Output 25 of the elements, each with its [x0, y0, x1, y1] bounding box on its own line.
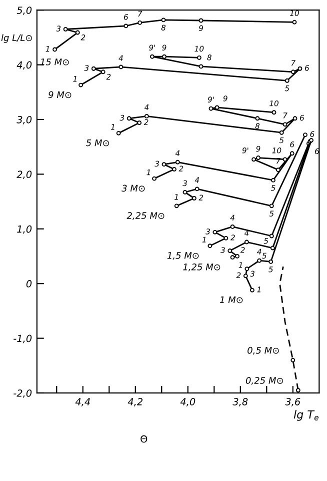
series-label: 3 M⊙ [122, 184, 145, 192]
y-tick-label: 2,0 [16, 170, 32, 180]
x-tick-label: 4,2 [128, 398, 143, 406]
x-tick-label: 3,8 [232, 398, 248, 406]
series-label: 2,25 M⊙ [126, 212, 164, 220]
y-tick-label: 1,0 [17, 225, 32, 234]
y-tick-label: 5,0 [16, 6, 32, 15]
text: Θ [140, 435, 148, 443]
series-label: 1 M⊙ [220, 296, 243, 304]
y-tick-label: 0 [26, 280, 32, 288]
y-tick-label: -1,0 [14, 334, 32, 344]
y-axis-title: lg L/L⊙ [1, 34, 32, 43]
y-tick-label: -2,0 [14, 389, 32, 398]
x-axis-title: lg T$_{e}$ [294, 410, 318, 421]
y-tick-label: 3,0 [16, 116, 32, 124]
y-tick-label: 4,0 [16, 61, 32, 70]
series-label: 1,25 M⊙ [183, 264, 220, 272]
series-label: 5 M⊙ [86, 139, 110, 146]
x-tick-label: 4,4 [75, 398, 90, 406]
x-tick-label: 4,0 [180, 398, 196, 406]
x-tick-label: 3,6 [285, 398, 300, 406]
series-label: 0,5 M⊙ [248, 346, 279, 355]
series-label: 0,25 M⊙ [246, 377, 283, 385]
series-label: 9 M⊙ [48, 91, 72, 98]
series-label: 1,5 M⊙ [167, 252, 199, 260]
